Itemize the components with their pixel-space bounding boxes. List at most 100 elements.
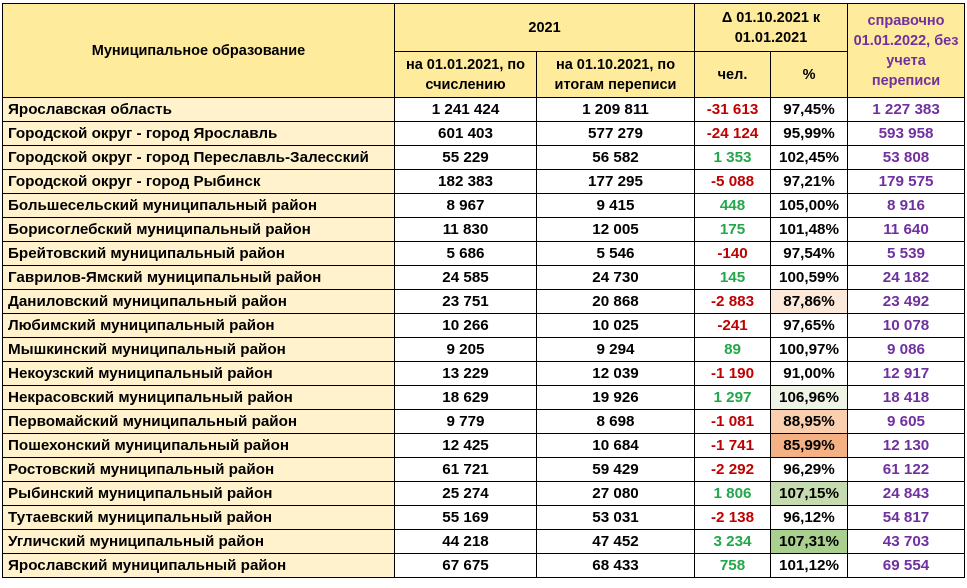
municipality-name: Городской округ - город Ярославль: [2, 121, 395, 146]
table-row: Первомайский муниципальный район 9 779 8 6…: [2, 409, 966, 434]
delta-percent: 96,12%: [770, 505, 849, 530]
table-row: Борисоглебский муниципальный район 11 830…: [2, 217, 966, 242]
municipality-name: Любимский муниципальный район: [2, 313, 395, 338]
reference-value: 53 808: [847, 145, 966, 170]
table-row: Гаврилов-Ямский муниципальный район 24 58…: [2, 265, 966, 290]
delta-people: -5 088: [694, 169, 772, 194]
calc-value: 10 266: [394, 313, 537, 338]
header-year: 2021: [393, 3, 696, 52]
municipality-name: Даниловский муниципальный район: [2, 289, 395, 314]
delta-people: -24 124: [694, 121, 772, 146]
delta-people: -31 613: [694, 97, 772, 122]
delta-percent: 105,00%: [770, 193, 849, 218]
delta-people: -1 741: [694, 433, 772, 458]
table-body: Ярославская область 1 241 424 1 209 811 -31…: [2, 97, 966, 578]
census-value: 20 868: [535, 289, 696, 314]
delta-people: -2 138: [694, 505, 772, 530]
census-value: 47 452: [535, 529, 696, 554]
census-value: 9 415: [535, 193, 696, 218]
municipality-name: Гаврилов-Ямский муниципальный район: [2, 265, 395, 290]
delta-percent: 97,21%: [770, 169, 849, 194]
table-row: Любимский муниципальный район 10 266 10 02…: [2, 313, 966, 338]
municipality-name: Пошехонский муниципальный район: [2, 433, 395, 458]
municipality-name: Ростовский муниципальный район: [2, 457, 395, 482]
reference-value: 43 703: [847, 529, 966, 554]
delta-percent: 101,48%: [770, 217, 849, 242]
delta-people: 145: [694, 265, 772, 290]
census-value: 5 546: [535, 241, 696, 266]
table-row: Ростовский муниципальный район 61 721 59 4…: [2, 457, 966, 482]
census-value: 59 429: [535, 457, 696, 482]
delta-people: 3 234: [694, 529, 772, 554]
reference-value: 179 575: [847, 169, 966, 194]
calc-value: 44 218: [394, 529, 537, 554]
header-reference: справочно 01.01.2022, без учета переписи: [847, 3, 966, 98]
census-value: 24 730: [535, 265, 696, 290]
delta-percent: 100,97%: [770, 337, 849, 362]
calc-value: 182 383: [394, 169, 537, 194]
calc-value: 55 229: [394, 145, 537, 170]
header-people: чел.: [694, 51, 772, 98]
delta-people: 89: [694, 337, 772, 362]
municipality-name: Борисоглебский муниципальный район: [2, 217, 395, 242]
header-pct: %: [770, 51, 849, 98]
delta-percent: 101,12%: [770, 553, 849, 578]
delta-people: 175: [694, 217, 772, 242]
table-row: Некоузский муниципальный район 13 229 12 0…: [2, 361, 966, 386]
table-row: Большесельский муниципальный район 8 967 9…: [2, 193, 966, 218]
calc-value: 13 229: [394, 361, 537, 386]
table-row: Городской округ - город Ярославль 601 403…: [2, 121, 966, 146]
calc-value: 11 830: [394, 217, 537, 242]
calc-value: 9 205: [394, 337, 537, 362]
delta-percent: 85,99%: [770, 433, 849, 458]
table-row: Тутаевский муниципальный район 55 169 53 0…: [2, 505, 966, 530]
municipality-name: Первомайский муниципальный район: [2, 409, 395, 434]
reference-value: 593 958: [847, 121, 966, 146]
census-value: 53 031: [535, 505, 696, 530]
calc-value: 61 721: [394, 457, 537, 482]
reference-value: 1 227 383: [847, 97, 966, 122]
table-row: Городской округ - город Переславль-Залес…: [2, 145, 966, 170]
census-value: 9 294: [535, 337, 696, 362]
delta-percent: 95,99%: [770, 121, 849, 146]
reference-value: 24 843: [847, 481, 966, 506]
delta-percent: 97,45%: [770, 97, 849, 122]
reference-value: 8 916: [847, 193, 966, 218]
calc-value: 5 686: [394, 241, 537, 266]
census-value: 577 279: [535, 121, 696, 146]
municipality-name: Тутаевский муниципальный район: [2, 505, 395, 530]
delta-percent: 106,96%: [770, 385, 849, 410]
municipality-name: Мышкинский муниципальный район: [2, 337, 395, 362]
census-value: 12 039: [535, 361, 696, 386]
calc-value: 18 629: [394, 385, 537, 410]
municipality-name: Угличский муниципальный район: [2, 529, 395, 554]
delta-people: -2 292: [694, 457, 772, 482]
delta-percent: 97,54%: [770, 241, 849, 266]
municipality-name: Большесельский муниципальный район: [2, 193, 395, 218]
calc-value: 1 241 424: [394, 97, 537, 122]
calc-value: 9 779: [394, 409, 537, 434]
table-row: Мышкинский муниципальный район 9 205 9 294…: [2, 337, 966, 362]
delta-people: -2 883: [694, 289, 772, 314]
census-value: 1 209 811: [535, 97, 696, 122]
delta-percent: 87,86%: [770, 289, 849, 314]
header-municipality: Муниципальное образование: [2, 3, 395, 98]
reference-value: 10 078: [847, 313, 966, 338]
delta-percent: 96,29%: [770, 457, 849, 482]
census-value: 10 684: [535, 433, 696, 458]
header-calc: на 01.01.2021, по счислению: [394, 51, 537, 98]
delta-percent: 102,45%: [770, 145, 849, 170]
delta-people: -1 190: [694, 361, 772, 386]
table-row: Пошехонский муниципальный район 12 425 10 …: [2, 433, 966, 458]
calc-value: 23 751: [394, 289, 537, 314]
delta-people: 448: [694, 193, 772, 218]
population-table: Муниципальное образование 2021 Δ 01.10.2…: [2, 3, 966, 578]
delta-people: 1 806: [694, 481, 772, 506]
header-delta: Δ 01.10.2021 к 01.01.2021: [694, 3, 849, 52]
calc-value: 601 403: [394, 121, 537, 146]
reference-value: 12 130: [847, 433, 966, 458]
reference-value: 61 122: [847, 457, 966, 482]
reference-value: 5 539: [847, 241, 966, 266]
header-census: на 01.10.2021, по итогам переписи: [535, 51, 696, 98]
delta-people: 1 297: [694, 385, 772, 410]
